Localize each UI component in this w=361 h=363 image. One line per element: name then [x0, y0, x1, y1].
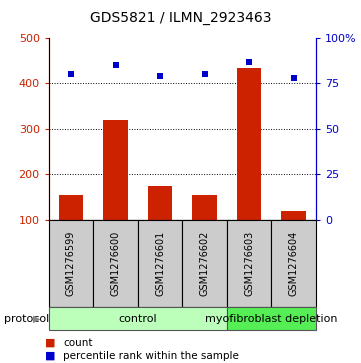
Bar [237, 68, 261, 220]
Text: GSM1276603: GSM1276603 [244, 231, 254, 296]
Bar [49, 220, 93, 307]
Text: GSM1276601: GSM1276601 [155, 231, 165, 296]
Bar [281, 211, 306, 220]
Text: control: control [118, 314, 157, 323]
Bar [59, 195, 83, 220]
Text: percentile rank within the sample: percentile rank within the sample [63, 351, 239, 361]
Point [202, 72, 208, 77]
Bar [271, 220, 316, 307]
Point [246, 59, 252, 65]
Bar [227, 220, 271, 307]
Point [157, 73, 163, 79]
Point [113, 62, 118, 68]
Text: protocol: protocol [4, 314, 49, 323]
Text: count: count [63, 338, 93, 348]
Bar [192, 195, 217, 220]
Text: GSM1276600: GSM1276600 [110, 231, 121, 296]
Bar [138, 220, 182, 307]
Bar [227, 307, 316, 330]
Bar [93, 220, 138, 307]
Bar [103, 120, 128, 220]
Text: myofibroblast depletion: myofibroblast depletion [205, 314, 338, 323]
Text: GDS5821 / ILMN_2923463: GDS5821 / ILMN_2923463 [90, 11, 271, 25]
Text: ■: ■ [45, 338, 56, 348]
Bar [49, 307, 227, 330]
Text: GSM1276599: GSM1276599 [66, 231, 76, 296]
Text: ▶: ▶ [33, 314, 41, 323]
Bar [182, 220, 227, 307]
Point [291, 75, 296, 81]
Point [68, 72, 74, 77]
Text: ■: ■ [45, 351, 56, 361]
Text: GSM1276604: GSM1276604 [288, 231, 299, 296]
Text: GSM1276602: GSM1276602 [200, 231, 210, 296]
Bar [148, 185, 172, 220]
